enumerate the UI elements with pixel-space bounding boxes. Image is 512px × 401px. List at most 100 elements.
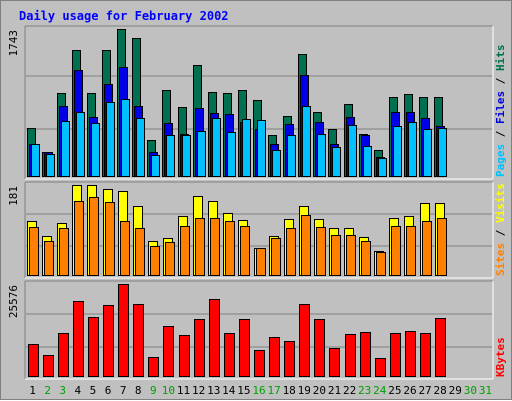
bar-pages-day-2 [46,154,55,177]
panel-middle-series-label: Sites / Visits [494,183,507,276]
x-tick-label-day-27: 27 [418,384,431,397]
bar-sites-day-26 [406,226,416,276]
bar-pages-day-4 [76,112,85,177]
x-tick-label-day-18: 18 [283,384,296,397]
x-tick-label-day-2: 2 [44,384,51,397]
bar-kbytes-day-2 [43,355,54,377]
bar-kbytes-day-5 [88,317,99,377]
x-tick-label-day-11: 11 [177,384,190,397]
bar-pages-day-5 [91,123,100,177]
series-label-part: Sites [494,243,507,276]
bar-sites-day-14 [225,221,235,276]
x-tick-label-day-9: 9 [150,384,157,397]
bar-pages-day-9 [151,155,160,177]
series-label-part: / [494,124,507,144]
bar-pages-day-20 [317,134,326,177]
bar-pages-day-19 [302,106,311,177]
series-label-part: Files [494,91,507,124]
bar-sites-day-2 [44,241,54,276]
panel-top-ymax-label: 1743 [7,30,20,57]
x-tick-label-day-6: 6 [105,384,112,397]
x-tick-label-day-7: 7 [120,384,127,397]
bar-sites-day-23 [361,241,371,276]
x-tick-label-day-21: 21 [328,384,341,397]
x-tick-label-day-1: 1 [29,384,36,397]
series-label-part: Pages [494,144,507,177]
bar-kbytes-day-3 [58,333,69,377]
bar-sites-day-12 [195,218,205,276]
x-tick-label-day-23: 23 [358,384,371,397]
bar-kbytes-day-28 [435,318,446,377]
x-tick-label-day-28: 28 [434,384,447,397]
bar-kbytes-day-4 [73,301,84,377]
bar-kbytes-day-1 [28,344,39,377]
bar-pages-day-1 [31,144,40,177]
bar-sites-day-7 [120,221,130,276]
bar-sites-day-3 [59,228,69,276]
series-label-part: Hits [494,45,507,72]
panel-top: 1743 Pages / Files / Hits [7,25,507,180]
bar-sites-day-1 [29,227,39,276]
x-tick-label-day-13: 13 [207,384,220,397]
bar-kbytes-day-10 [163,326,174,377]
bar-pages-day-22 [348,125,357,177]
bar-pages-day-8 [136,118,145,177]
panel-top-series-label: Pages / Files / Hits [494,45,507,178]
bar-pages-day-24 [378,158,387,177]
bar-pages-day-25 [393,126,402,177]
chart-title: Daily usage for February 2002 [19,9,229,23]
bar-pages-day-17 [272,150,281,177]
bar-pages-day-14 [227,132,236,177]
x-tick-label-day-14: 14 [222,384,236,397]
bar-sites-day-9 [150,246,160,276]
bar-pages-day-12 [197,131,206,177]
x-tick-label-day-19: 19 [298,384,311,397]
x-tick-label-day-17: 17 [267,384,280,397]
panel-bottom-series-label: KBytes [494,337,507,377]
bar-kbytes-day-14 [224,333,235,377]
x-tick-label-day-22: 22 [343,384,356,397]
bar-kbytes-day-17 [269,337,280,377]
series-label-part: KBytes [494,337,507,377]
bar-sites-day-22 [346,235,356,276]
bar-sites-day-11 [180,226,190,276]
bar-pages-day-3 [61,121,70,177]
bar-kbytes-day-19 [299,304,310,377]
series-label-part: / [494,223,507,243]
bar-sites-day-28 [437,218,447,276]
bar-sites-day-10 [165,242,175,276]
bar-sites-day-16 [256,248,266,276]
bar-kbytes-day-25 [390,333,401,377]
x-tick-label-day-3: 3 [59,384,66,397]
bar-kbytes-day-16 [254,350,265,377]
bar-pages-day-13 [212,118,221,177]
bar-pages-day-10 [166,135,175,177]
bar-kbytes-day-12 [194,319,205,377]
x-tick-label-day-20: 20 [313,384,326,397]
bar-kbytes-day-9 [148,357,159,377]
x-tick-label-day-29: 29 [449,384,462,397]
bar-sites-day-25 [391,226,401,276]
bar-kbytes-day-11 [179,335,190,377]
bar-pages-day-23 [363,146,372,177]
bar-kbytes-day-18 [284,341,295,377]
series-label-part: / [494,71,507,91]
bar-pages-day-21 [332,147,341,177]
x-tick-label-day-12: 12 [192,384,205,397]
bar-kbytes-day-27 [420,333,431,377]
x-tick-label-day-8: 8 [135,384,142,397]
bar-sites-day-20 [316,227,326,276]
bar-sites-day-17 [271,238,281,276]
bar-sites-day-8 [135,228,145,276]
bar-sites-day-6 [105,202,115,276]
x-tick-label-day-30: 30 [464,384,477,397]
bar-pages-day-7 [121,99,130,177]
bar-pages-day-15 [242,119,251,177]
bar-kbytes-day-7 [118,284,129,377]
panel-bottom: 25576 KBytes [7,280,507,380]
bar-kbytes-day-26 [405,331,416,377]
bar-pages-day-26 [408,122,417,177]
bar-kbytes-day-24 [375,358,386,377]
